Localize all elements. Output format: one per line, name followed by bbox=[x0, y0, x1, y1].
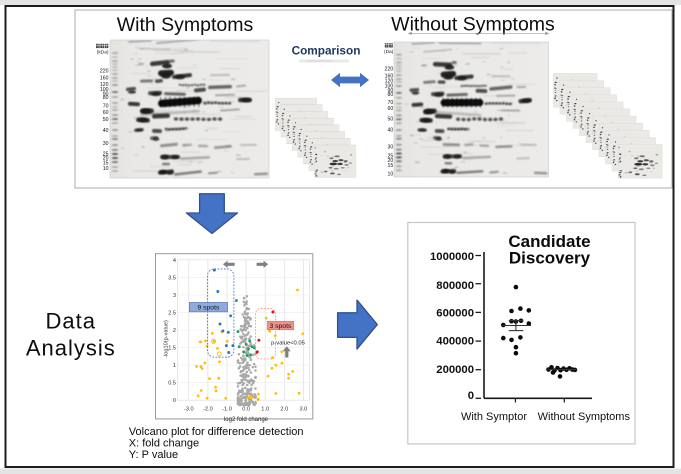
svg-text:Without Symptoms: Without Symptoms bbox=[538, 411, 631, 423]
svg-text:15: 15 bbox=[388, 163, 394, 169]
svg-text:70: 70 bbox=[388, 100, 394, 106]
svg-text:30: 30 bbox=[103, 141, 109, 147]
svg-text:-log10(p-value): -log10(p-value) bbox=[164, 320, 170, 358]
svg-text:X: fold change: X: fold change bbox=[129, 437, 199, 449]
svg-text:3.5: 3.5 bbox=[168, 275, 176, 281]
svg-text:90: 90 bbox=[388, 88, 394, 94]
svg-text:1.5: 1.5 bbox=[168, 346, 176, 352]
svg-text:(kDa): (kDa) bbox=[97, 49, 109, 55]
svg-text:60: 60 bbox=[388, 106, 394, 112]
svg-text:120: 120 bbox=[385, 79, 394, 85]
svg-text:0.0: 0.0 bbox=[242, 406, 250, 412]
svg-text:400000: 400000 bbox=[436, 336, 474, 348]
svg-text:Candidate: Candidate bbox=[508, 232, 590, 251]
svg-text:Volcano plot for difference de: Volcano plot for difference detection bbox=[129, 426, 304, 438]
svg-text:1000000: 1000000 bbox=[430, 251, 474, 263]
svg-text:log2 fold change: log2 fold change bbox=[224, 417, 269, 423]
svg-text:60: 60 bbox=[103, 110, 109, 116]
svg-text:Without Symptoms: Without Symptoms bbox=[391, 14, 555, 36]
svg-text:(Da): (Da) bbox=[384, 49, 394, 55]
svg-text:p-value<0.05: p-value<0.05 bbox=[271, 340, 305, 346]
svg-text:1.0: 1.0 bbox=[261, 406, 269, 412]
svg-text:Data: Data bbox=[46, 309, 96, 334]
svg-text:220: 220 bbox=[385, 67, 394, 73]
svg-text:Y: P value: Y: P value bbox=[129, 449, 178, 461]
svg-text:50: 50 bbox=[103, 117, 109, 123]
svg-text:80: 80 bbox=[388, 92, 394, 98]
svg-text:220: 220 bbox=[100, 69, 109, 75]
svg-text:With Symptor: With Symptor bbox=[461, 411, 527, 423]
svg-text:10: 10 bbox=[388, 171, 394, 177]
svg-text:3 spots: 3 spots bbox=[269, 323, 292, 330]
svg-text:2: 2 bbox=[173, 328, 176, 334]
svg-text:2.0: 2.0 bbox=[280, 406, 288, 412]
svg-text:2.5: 2.5 bbox=[168, 310, 176, 316]
svg-text:0.5: 0.5 bbox=[168, 381, 176, 387]
svg-text:800000: 800000 bbox=[436, 280, 474, 292]
svg-text:120: 120 bbox=[100, 82, 109, 88]
svg-text:200000: 200000 bbox=[436, 364, 474, 376]
svg-text:80: 80 bbox=[103, 95, 109, 101]
svg-text:600000: 600000 bbox=[436, 308, 474, 320]
svg-text:160: 160 bbox=[385, 74, 394, 80]
svg-text:4: 4 bbox=[173, 258, 176, 264]
svg-text:10: 10 bbox=[103, 166, 109, 172]
svg-text:15: 15 bbox=[103, 161, 109, 167]
svg-text:With Symptoms: With Symptoms bbox=[117, 14, 254, 36]
svg-text:25: 25 bbox=[388, 154, 394, 160]
svg-text:3.0: 3.0 bbox=[300, 406, 308, 412]
svg-text:1: 1 bbox=[173, 363, 176, 369]
svg-text:40: 40 bbox=[388, 128, 394, 134]
svg-text:90: 90 bbox=[103, 92, 109, 98]
svg-text:Discovery: Discovery bbox=[509, 249, 591, 268]
svg-text:100: 100 bbox=[100, 87, 109, 93]
svg-text:20: 20 bbox=[103, 155, 109, 161]
svg-text:25: 25 bbox=[103, 151, 109, 157]
svg-text:-2.0: -2.0 bbox=[203, 406, 213, 412]
svg-text:3: 3 bbox=[173, 293, 176, 299]
svg-text:20: 20 bbox=[388, 158, 394, 164]
svg-text:160: 160 bbox=[100, 76, 109, 82]
svg-text:100: 100 bbox=[385, 84, 394, 90]
svg-text:Analysis: Analysis bbox=[26, 336, 116, 361]
svg-text:70: 70 bbox=[103, 104, 109, 110]
svg-text:0: 0 bbox=[173, 398, 176, 404]
svg-text:40: 40 bbox=[103, 128, 109, 134]
svg-text:30: 30 bbox=[388, 144, 394, 150]
svg-text:9 spots: 9 spots bbox=[197, 305, 220, 312]
svg-text:Comparison: Comparison bbox=[292, 44, 361, 58]
svg-text:0: 0 bbox=[468, 390, 474, 402]
svg-text:50: 50 bbox=[388, 116, 394, 122]
svg-text:-3.0: -3.0 bbox=[184, 406, 194, 412]
svg-text:-1.0: -1.0 bbox=[222, 406, 232, 412]
